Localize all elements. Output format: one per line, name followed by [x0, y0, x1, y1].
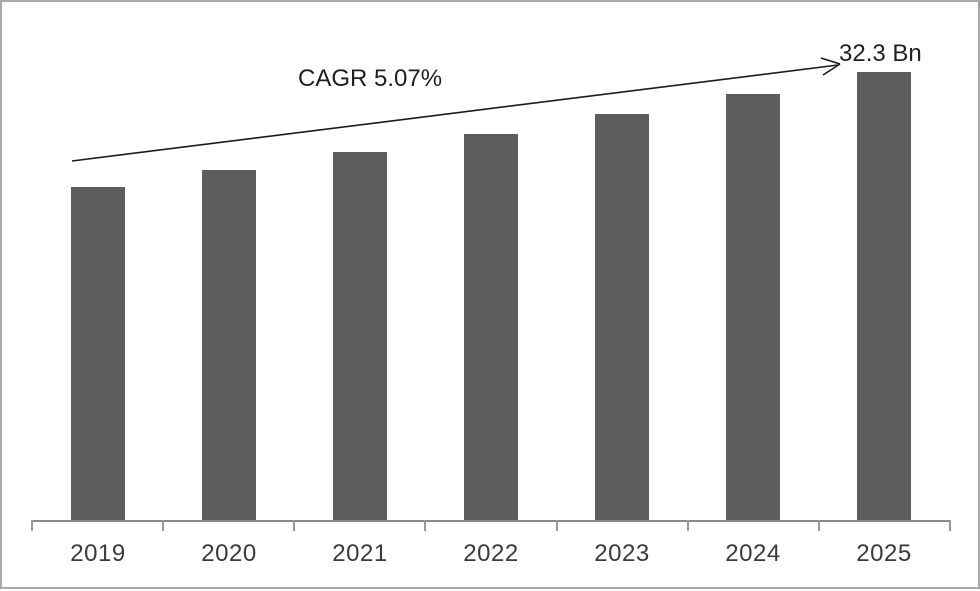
- x-tick-label-2019: 2019: [70, 540, 126, 567]
- x-axis-tick: [949, 520, 951, 531]
- x-axis-tick: [556, 520, 558, 531]
- x-axis-line: [32, 520, 950, 522]
- cagr-annotation: CAGR 5.07%: [298, 65, 443, 92]
- x-axis-tick: [687, 520, 689, 531]
- x-tick-label-2024: 2024: [725, 540, 781, 567]
- bar-2023: [595, 114, 649, 520]
- bar-2025: [857, 72, 911, 520]
- bar-2024: [726, 94, 780, 520]
- x-tick-label-2022: 2022: [463, 540, 519, 567]
- x-axis-tick: [424, 520, 426, 531]
- x-tick-label-2025: 2025: [856, 540, 912, 567]
- x-axis-tick: [31, 520, 33, 531]
- x-axis-tick: [818, 520, 820, 531]
- end-value-annotation: 32.3 Bn: [839, 40, 922, 67]
- bar-2020: [202, 170, 256, 520]
- bar-2021: [333, 152, 387, 520]
- x-tick-label-2023: 2023: [594, 540, 650, 567]
- bar-2019: [71, 187, 125, 520]
- bar-2022: [464, 134, 518, 520]
- x-tick-label-2020: 2020: [201, 540, 257, 567]
- x-axis-tick: [162, 520, 164, 531]
- x-tick-label-2021: 2021: [332, 540, 388, 567]
- x-axis-tick: [293, 520, 295, 531]
